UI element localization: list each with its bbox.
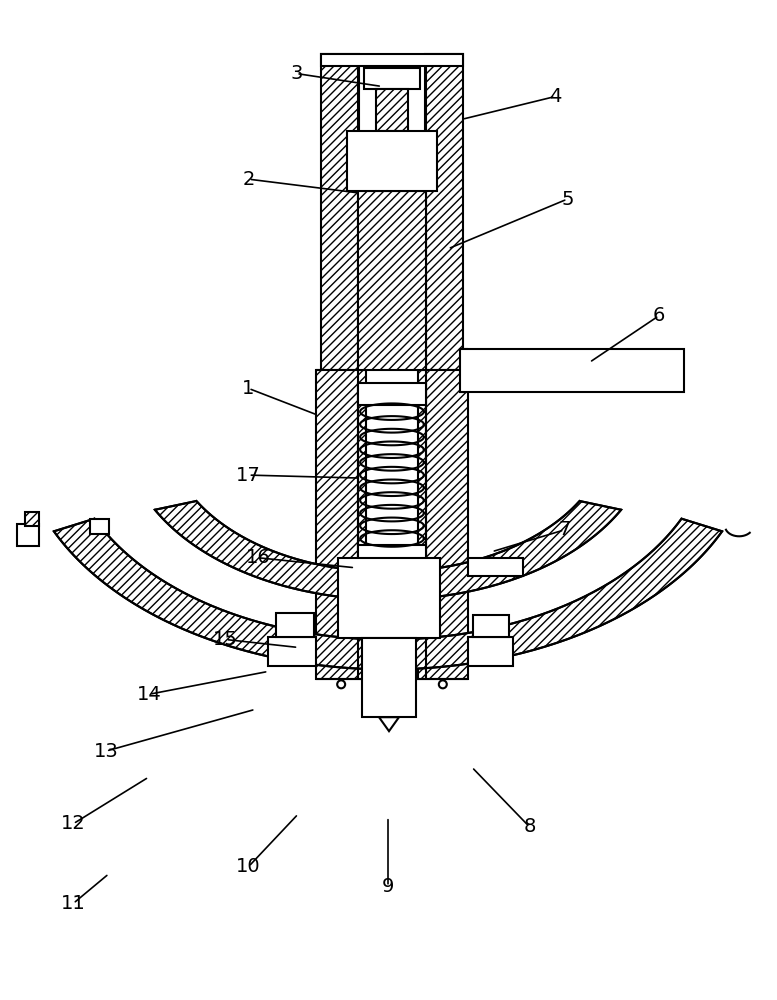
Circle shape: [337, 680, 345, 688]
Bar: [362, 638, 416, 717]
Text: 4: 4: [549, 87, 562, 106]
Circle shape: [439, 680, 447, 688]
Bar: [277, 613, 314, 637]
Text: 12: 12: [61, 814, 85, 833]
Bar: [321, 54, 463, 66]
Text: 7: 7: [558, 520, 570, 539]
Text: 10: 10: [236, 857, 261, 876]
Bar: [468, 558, 522, 576]
Bar: [358, 545, 426, 563]
Text: 13: 13: [94, 742, 118, 761]
Text: 14: 14: [137, 685, 162, 704]
Bar: [472, 615, 509, 637]
Polygon shape: [54, 519, 722, 669]
Bar: [316, 370, 366, 679]
Bar: [358, 383, 426, 405]
Text: 5: 5: [561, 190, 573, 209]
Bar: [468, 637, 513, 666]
Text: 16: 16: [246, 548, 271, 567]
Text: 11: 11: [61, 894, 85, 913]
Bar: [364, 68, 420, 89]
Text: 8: 8: [523, 817, 535, 836]
Text: 15: 15: [213, 630, 238, 649]
Bar: [358, 191, 426, 370]
Bar: [321, 54, 359, 370]
Text: 1: 1: [242, 379, 255, 398]
Bar: [25, 512, 39, 526]
Bar: [425, 54, 463, 370]
Bar: [268, 637, 316, 666]
Bar: [418, 370, 468, 679]
Bar: [17, 524, 39, 546]
Bar: [376, 89, 408, 131]
Text: 2: 2: [242, 170, 255, 189]
Polygon shape: [155, 501, 621, 600]
Bar: [347, 131, 437, 191]
Bar: [460, 349, 684, 392]
Text: 3: 3: [290, 64, 302, 83]
Text: 17: 17: [236, 466, 261, 485]
Text: 9: 9: [382, 877, 394, 896]
Bar: [89, 519, 110, 534]
Polygon shape: [379, 717, 399, 731]
Bar: [338, 558, 440, 638]
Text: 6: 6: [653, 306, 665, 325]
